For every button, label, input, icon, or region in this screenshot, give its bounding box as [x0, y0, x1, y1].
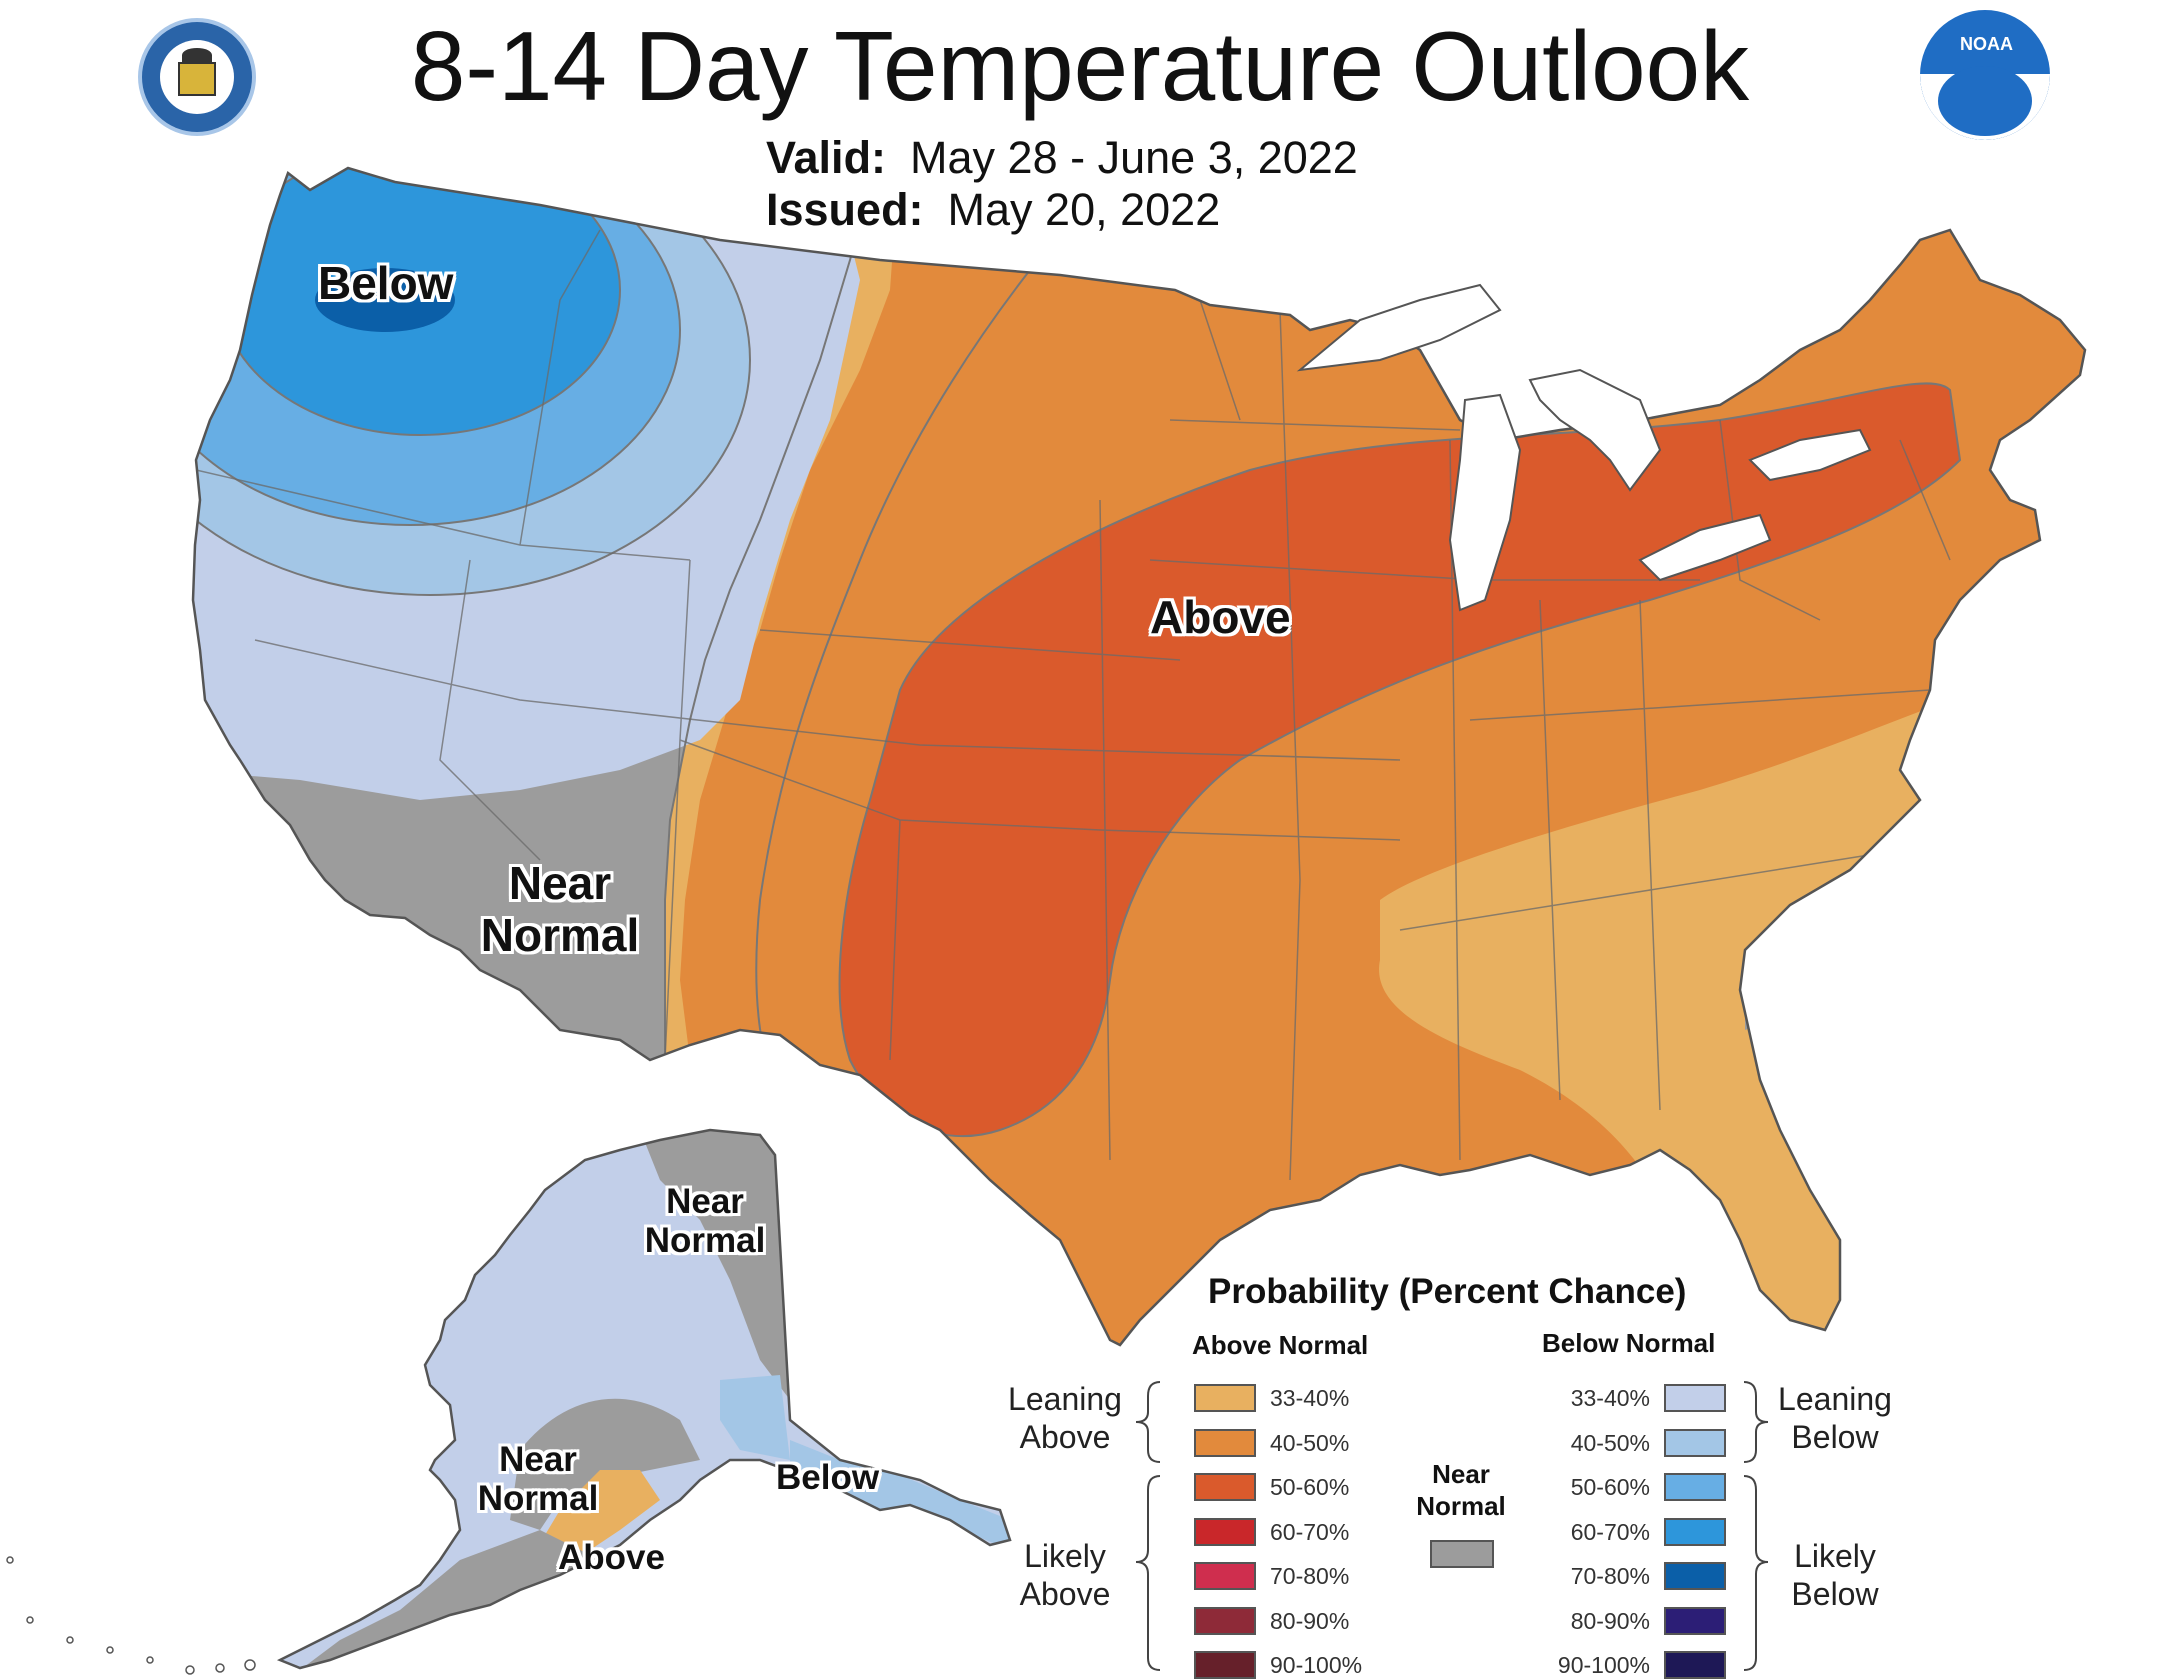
legend-title: Probability (Percent Chance) [1208, 1272, 1687, 1311]
aleutian-islands [6, 1556, 256, 1675]
legend-above-range-label: 80-90% [1270, 1607, 1350, 1634]
legend-above-range-label: 60-70% [1270, 1518, 1350, 1545]
legend-below-range-label: 90-100% [1557, 1652, 1650, 1678]
commerce-seal-icon [138, 18, 256, 136]
legend-leaning-above-label: Leaning Above [1008, 1381, 1122, 1455]
legend-above-range-label: 33-40% [1270, 1385, 1350, 1411]
label-alaska-near-normal-northeast: Near Normal [644, 1182, 766, 1261]
legend-above-swatch [1194, 1517, 1256, 1546]
legend-above-braces [1135, 1381, 1161, 1671]
conus-outline [191, 166, 2087, 1347]
legend-below-swatch [1664, 1517, 1726, 1546]
legend-near-normal-header: Near Normal [1416, 1459, 1506, 1521]
valid-dates: May 28 - June 3, 2022 [910, 132, 1358, 183]
great-lakes [1296, 283, 1872, 612]
legend-below-range-label: 80-90% [1570, 1607, 1650, 1634]
legend-above-swatch [1194, 1428, 1256, 1457]
legend-below-swatch [1664, 1606, 1726, 1635]
label-alaska-above: Above [558, 1538, 665, 1577]
page-title: 8-14 Day Temperature Outlook [410, 11, 1750, 121]
legend-leaning-below-label: Leaning Below [1778, 1381, 1892, 1455]
legend-above-range-label: 70-80% [1270, 1563, 1350, 1589]
label-alaska-below: Below [776, 1458, 880, 1497]
legend-likely-below-label: Likely Below [1791, 1538, 1879, 1612]
legend-below-braces [1743, 1381, 1769, 1671]
legend-above-range-label: 40-50% [1270, 1429, 1350, 1456]
issued-date-row: Issued: May 20, 2022 [766, 184, 1220, 236]
legend-below-range-label: 60-70% [1570, 1518, 1650, 1545]
legend-above-swatch [1194, 1473, 1256, 1501]
legend-below-range-label: 33-40% [1570, 1385, 1650, 1411]
legend-above-swatch [1194, 1606, 1256, 1635]
legend-below-swatch [1664, 1562, 1726, 1590]
legend-below-swatch [1664, 1428, 1726, 1457]
legend-above-range-label: 50-60% [1270, 1474, 1350, 1500]
legend-below-swatch [1664, 1651, 1726, 1679]
noaa-logo-icon: NOAA [1920, 10, 2050, 140]
legend-above-header: Above Normal [1192, 1330, 1369, 1360]
legend-near-normal-swatch [1430, 1540, 1494, 1568]
legend-below-swatch [1664, 1384, 1726, 1412]
legend-above-swatch [1194, 1562, 1256, 1590]
label-below-northwest: Below [318, 257, 454, 309]
legend-above-swatch [1194, 1384, 1256, 1412]
legend-below-range-label: 50-60% [1570, 1474, 1650, 1500]
legend-below-range-label: 70-80% [1570, 1563, 1650, 1589]
legend-below-range-label: 40-50% [1570, 1429, 1650, 1456]
issued-label: Issued: [766, 184, 924, 235]
legend-below-swatch [1664, 1473, 1726, 1501]
legend-below-header: Below Normal [1542, 1328, 1716, 1358]
legend-above-range-label: 90-100% [1270, 1652, 1363, 1678]
label-above-central: Above [1150, 591, 1291, 643]
label-alaska-near-normal-southwest: Near Normal [477, 1440, 599, 1519]
legend-likely-above-label: Likely Above [1019, 1538, 1111, 1612]
issued-date: May 20, 2022 [947, 184, 1221, 235]
valid-label: Valid: [766, 132, 887, 183]
legend-above-swatch [1194, 1651, 1256, 1679]
alaska-outline [276, 1128, 1012, 1670]
valid-dates-row: Valid: May 28 - June 3, 2022 [766, 132, 1358, 184]
label-near-normal-southwest: Near Normal [480, 857, 640, 961]
